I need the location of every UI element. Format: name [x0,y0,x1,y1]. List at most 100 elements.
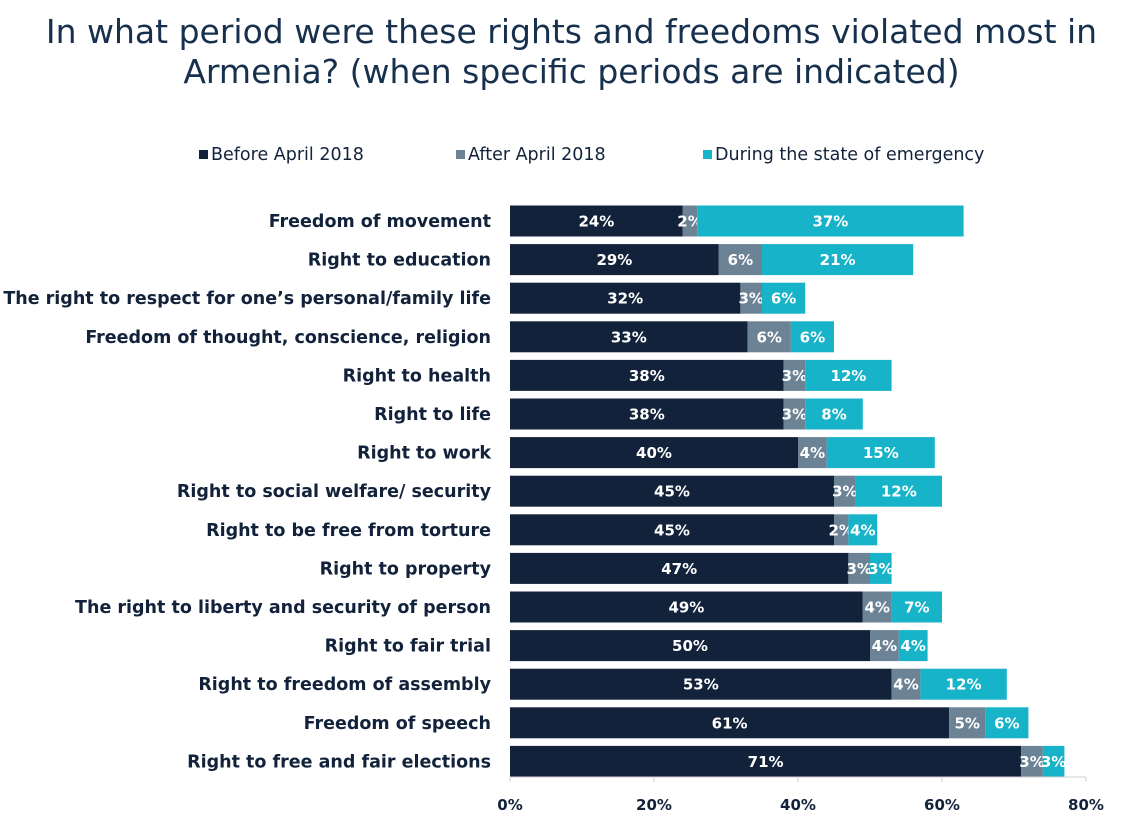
bar-segment-series-1 [740,282,762,314]
data-label-series-0: 45% [654,521,690,539]
data-label-series-0: 47% [661,560,697,578]
data-label-series-0: 24% [578,213,614,231]
category-label: Freedom of speech [304,714,491,734]
bar-segment-series-0 [510,205,683,237]
bar-segment-series-2 [985,707,1029,739]
data-label-series-2: 8% [821,406,846,424]
bar-segment-series-2 [870,552,892,584]
bar-segment-series-0 [510,398,784,430]
bar-segment-series-2 [848,514,878,546]
data-label-series-0: 53% [683,676,719,694]
category-label: Right to free and fair elections [187,752,491,772]
bar-segment-series-2 [790,321,834,353]
data-label-series-1: 4% [800,444,825,462]
legend-swatch-after [456,150,465,159]
bar-segment-series-0 [510,475,834,507]
category-label: Right to life [374,405,491,425]
category-label: Right to health [343,366,491,386]
data-label-series-0: 40% [636,444,672,462]
data-label-series-2: 12% [946,676,982,694]
bar-segment-series-0 [510,745,1022,777]
bar-segment-series-1 [848,552,870,584]
bar-segment-series-2 [762,244,914,276]
category-label: Right to work [357,444,491,464]
data-label-series-1: 5% [954,714,979,732]
x-tick-label: 60% [924,796,960,814]
legend-item-after: After April 2018 [456,143,606,167]
bar-segment-series-0 [510,668,892,700]
data-label-series-1: 3% [782,406,807,424]
bar-segment-series-0 [510,321,748,353]
data-label-series-1: 4% [864,599,889,617]
data-label-series-1: 3% [738,290,763,308]
data-label-series-2: 21% [820,251,856,269]
x-tick-label: 20% [636,796,672,814]
bar-segment-series-1 [834,475,856,507]
data-label-series-2: 15% [863,444,899,462]
bar-segment-series-1 [718,244,762,276]
data-label-series-0: 45% [654,483,690,501]
x-tick-label: 80% [1068,796,1104,814]
bar-segment-series-2 [1042,745,1065,777]
data-label-series-1: 3% [832,483,857,501]
data-label-series-2: 4% [850,521,875,539]
data-label-series-2: 6% [994,714,1019,732]
data-label-series-2: 6% [771,290,796,308]
bar-segment-series-0 [510,552,849,584]
category-label: Freedom of movement [269,212,491,232]
legend: Before April 2018 After April 2018 Durin… [0,143,1143,167]
category-label: The right to respect for one’s personal/… [3,289,491,309]
category-label: Freedom of thought, conscience, religion [85,328,491,348]
bar-segment-series-0 [510,437,798,469]
data-label-series-2: 12% [830,367,866,385]
bar-segment-series-1 [783,398,806,430]
bar-segment-series-1 [747,321,791,353]
data-label-series-2: 4% [900,637,925,655]
category-label: Right to freedom of assembly [198,675,491,695]
bar-segment-series-1 [870,630,899,662]
x-tick-label: 40% [780,796,816,814]
data-label-series-1: 2% [828,521,853,539]
chart-title: In what period were these rights and fre… [45,12,1098,91]
data-label-series-0: 29% [596,251,632,269]
data-label-series-0: 50% [672,637,708,655]
category-label: Right to fair trial [325,637,491,657]
data-label-series-0: 49% [668,599,704,617]
bar-segment-series-1 [1021,745,1043,777]
bar-segment-series-1 [798,437,827,469]
bar-segment-series-2 [891,591,942,623]
bar-segment-series-2 [898,630,928,662]
bar-segment-series-1 [783,359,806,391]
bar-segment-series-2 [805,359,892,391]
category-label: Right to education [308,251,491,271]
bar-segment-series-2 [762,282,806,314]
legend-label-emergency: During the state of emergency [715,145,985,165]
data-label-series-1: 3% [782,367,807,385]
bar-segment-series-2 [697,205,964,237]
data-label-series-1: 3% [1019,753,1044,771]
data-label-series-0: 33% [611,328,647,346]
bar-segment-series-2 [805,398,863,430]
legend-label-before: Before April 2018 [211,145,364,165]
data-label-series-0: 38% [629,406,665,424]
data-label-series-1: 4% [872,637,897,655]
bar-segment-series-1 [862,591,892,623]
bar-segment-series-0 [510,282,741,314]
legend-label-after: After April 2018 [468,145,606,165]
bar-segment-series-1 [891,668,921,700]
category-label: Right to property [320,559,492,579]
legend-item-before: Before April 2018 [199,143,364,167]
bar-segment-series-1 [834,514,849,546]
bar-segment-series-2 [826,437,935,469]
category-label: Right to be free from torture [206,521,491,541]
data-label-series-1: 3% [846,560,871,578]
bar-segment-series-0 [510,630,870,662]
data-label-series-1: 2% [677,213,702,231]
bar-segment-series-0 [510,359,784,391]
legend-item-emergency: During the state of emergency [703,143,984,167]
bar-segment-series-0 [510,707,950,739]
data-label-series-2: 3% [868,560,893,578]
data-label-series-0: 38% [629,367,665,385]
data-label-series-0: 71% [748,753,784,771]
